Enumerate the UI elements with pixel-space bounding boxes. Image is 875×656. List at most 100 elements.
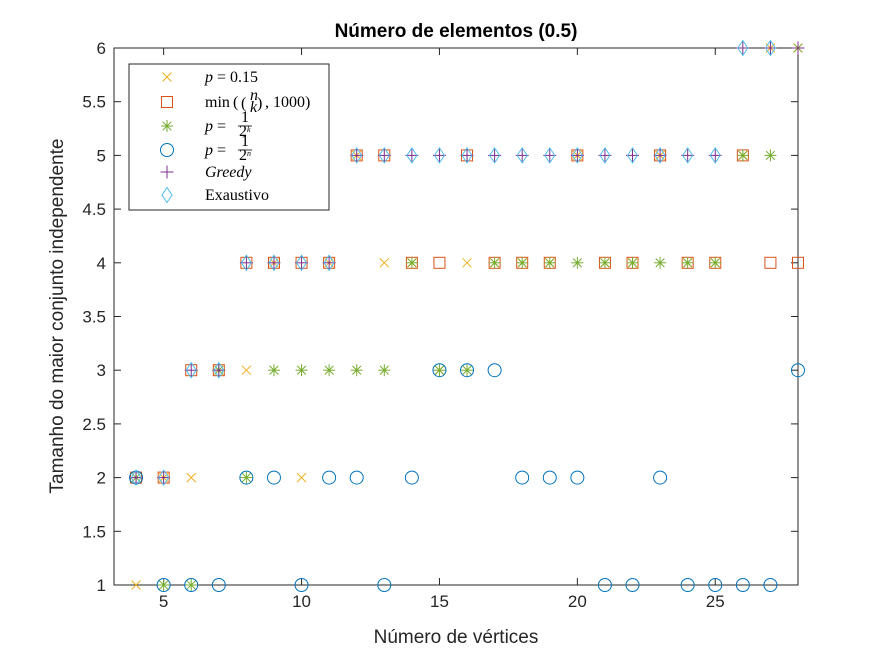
data-point xyxy=(515,148,529,162)
data-point xyxy=(570,148,584,162)
data-point xyxy=(432,363,447,378)
legend-symbol xyxy=(160,143,174,157)
data-point xyxy=(377,578,392,592)
data-point xyxy=(708,578,723,592)
data-point xyxy=(350,148,364,162)
data-point xyxy=(405,148,419,162)
data-point xyxy=(130,469,142,487)
y-tick-label: 2.5 xyxy=(82,415,106,434)
data-point xyxy=(268,254,280,272)
data-point xyxy=(323,254,335,272)
data-point xyxy=(653,148,667,162)
legend-entry-exaustivo: Exaustivo xyxy=(205,187,269,204)
legend-symbol xyxy=(160,165,174,179)
y-axis-label: Tamanho do maior conjunto independente xyxy=(47,139,68,494)
legend-entry-p-inv-2k: p = 1 2k xyxy=(204,109,252,140)
svg-text:1: 1 xyxy=(241,109,249,126)
chart-title: Número de elementos (0.5) xyxy=(335,21,578,42)
y-tick-label: 1.5 xyxy=(82,522,106,541)
data-point xyxy=(544,146,556,164)
data-point xyxy=(791,41,805,55)
data-point xyxy=(211,578,226,592)
data-point xyxy=(736,149,749,162)
data-point xyxy=(185,579,198,591)
data-point xyxy=(792,256,804,269)
data-point xyxy=(241,365,252,376)
svg-text:(: ( xyxy=(241,95,246,112)
data-point xyxy=(736,41,750,55)
data-point xyxy=(129,471,143,485)
data-point xyxy=(378,146,390,164)
data-point xyxy=(433,256,446,269)
y-tick-label: 3.5 xyxy=(82,308,106,327)
data-point xyxy=(239,256,253,270)
data-point xyxy=(406,146,418,164)
legend-entry-p015: p = 0.15 xyxy=(204,69,258,86)
data-point xyxy=(184,578,199,592)
data-point xyxy=(404,470,419,485)
series-3 xyxy=(129,363,805,592)
data-point xyxy=(681,148,695,162)
data-point xyxy=(654,146,666,164)
legend-box xyxy=(128,63,330,211)
legend-symbol xyxy=(161,120,173,132)
data-point xyxy=(432,148,446,162)
data-point xyxy=(379,257,390,268)
legend-symbol xyxy=(161,186,173,204)
data-point xyxy=(488,256,501,269)
data-point xyxy=(184,363,198,377)
y-tick-label: 5.5 xyxy=(82,93,106,112)
data-point xyxy=(157,471,171,485)
data-point xyxy=(240,471,253,484)
legend-symbol xyxy=(162,72,172,82)
svg-text:k: k xyxy=(250,99,258,116)
legend: p = 0.15 min ( ( n k ) , 1000) p = 1 2k … xyxy=(128,63,330,211)
data-point xyxy=(433,364,446,377)
y-tick-label: 1 xyxy=(97,576,106,595)
data-point xyxy=(653,470,668,485)
svg-text:min: min xyxy=(205,94,230,111)
svg-text:n: n xyxy=(250,87,258,104)
data-point xyxy=(598,256,611,269)
data-point xyxy=(433,146,446,164)
data-point xyxy=(764,39,777,57)
data-point xyxy=(295,364,308,377)
data-point xyxy=(213,361,225,379)
data-point xyxy=(737,39,749,57)
legend-entry-greedy: Greedy xyxy=(205,164,252,181)
data-point xyxy=(156,578,171,592)
data-point xyxy=(322,256,336,270)
data-point xyxy=(294,578,309,592)
data-point xyxy=(462,257,472,268)
data-point xyxy=(791,363,805,378)
data-point xyxy=(681,256,694,269)
data-point xyxy=(735,578,750,592)
axis-ticks: 5 10 15 20 25 1 1.5 2 2.5 3 3.5 4 4.5 5 5.5 6 xyxy=(82,39,798,611)
data-point xyxy=(405,256,418,269)
data-point xyxy=(295,256,309,270)
x-tick-label: 25 xyxy=(706,592,725,611)
data-point xyxy=(625,578,640,592)
svg-text:, 1000): , 1000) xyxy=(265,94,310,111)
svg-text:): ) xyxy=(257,95,262,112)
svg-text:p =: p = xyxy=(204,118,226,135)
data-point xyxy=(570,470,585,485)
data-point xyxy=(708,148,722,162)
data-point xyxy=(571,146,583,164)
data-point xyxy=(266,470,281,485)
data-point xyxy=(571,256,584,269)
data-point xyxy=(212,363,226,377)
data-point xyxy=(461,364,474,377)
data-point xyxy=(597,578,612,592)
data-marks xyxy=(129,39,805,592)
y-tick-label: 4.5 xyxy=(82,200,106,219)
data-point xyxy=(516,146,528,164)
data-point xyxy=(322,470,337,485)
series-5 xyxy=(130,39,777,487)
data-point xyxy=(377,148,391,162)
data-point xyxy=(764,256,777,269)
data-point xyxy=(626,146,639,164)
data-point xyxy=(489,146,501,164)
data-point xyxy=(543,256,556,269)
